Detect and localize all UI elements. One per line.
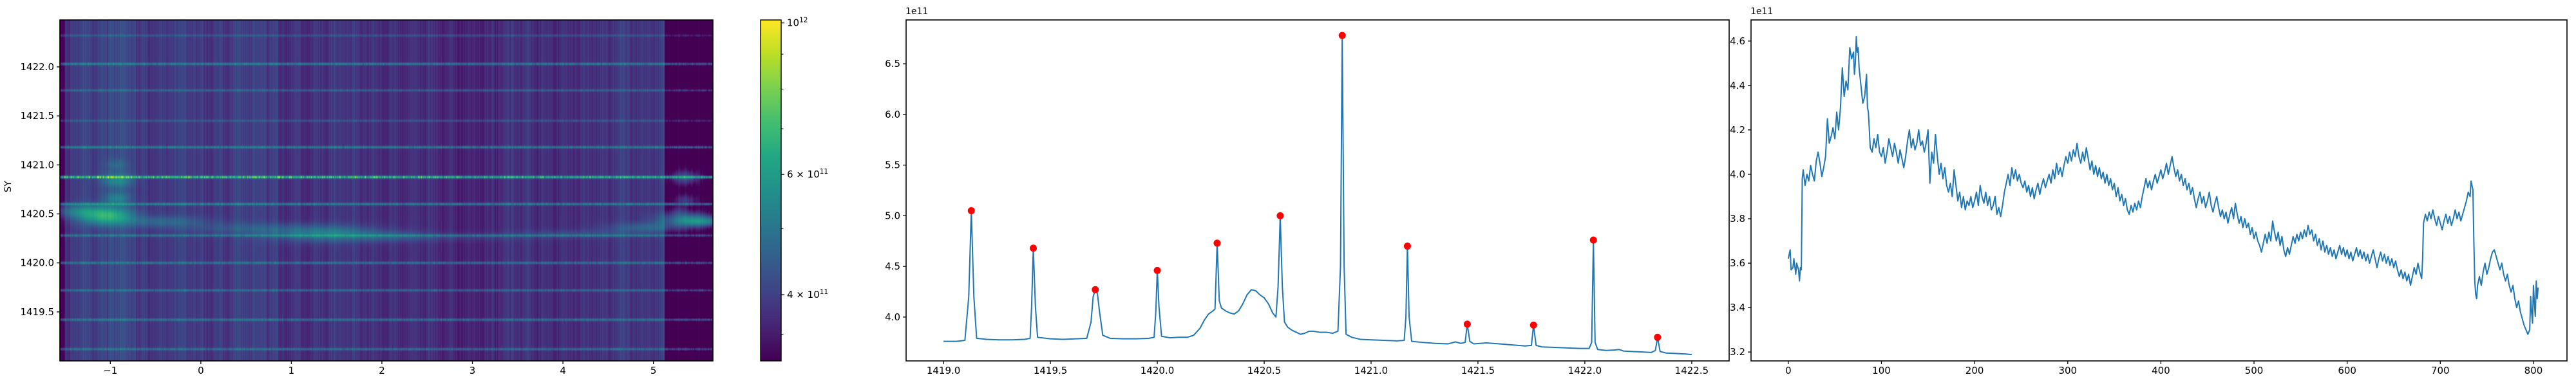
y-tick-label: 1421.5	[21, 110, 55, 122]
x-tick-label: −1	[103, 365, 117, 376]
y-tick-label: 4.6	[1730, 35, 1745, 47]
spectrum-offset-label: 1e11	[905, 6, 929, 17]
x-tick-label: 300	[2058, 365, 2077, 376]
colorbar-tick-exponent: 11	[820, 168, 828, 176]
x-tick-label: 100	[1872, 365, 1891, 376]
peak-marker	[1092, 286, 1099, 293]
y-tick-label: 1421.0	[21, 159, 55, 170]
colorbar-tick-label: 1012	[787, 17, 808, 29]
x-tick-label: 5	[650, 365, 657, 376]
peak-marker	[1403, 243, 1411, 250]
peak-marker	[1213, 239, 1221, 247]
y-tick-label: 6.5	[885, 58, 900, 69]
y-tick-label: 3.4	[1730, 302, 1745, 313]
y-tick-label: 3.2	[1730, 346, 1745, 358]
axes-spine	[905, 19, 1730, 362]
x-tick-label: 1419.5	[1034, 365, 1068, 376]
colorbar-tick-label: 6 × 1011	[787, 168, 828, 180]
x-tick-label: 3	[469, 365, 476, 376]
x-tick-label: 2	[379, 365, 385, 376]
y-tick-label: 4.5	[885, 261, 900, 272]
x-tick-label: 1422.5	[1675, 365, 1709, 376]
x-tick-label: 400	[2152, 365, 2170, 376]
heatmap-image	[60, 20, 713, 361]
x-tick-label: 1421.5	[1461, 365, 1495, 376]
x-tick-label: 4	[560, 365, 566, 376]
timeseries-line	[1787, 35, 2539, 335]
x-tick-label: 0	[198, 365, 204, 376]
y-tick-label: 1420.5	[21, 208, 55, 219]
y-tick-label: 1422.0	[21, 61, 55, 73]
peak-marker	[1589, 236, 1597, 244]
y-tick-label: 3.6	[1730, 257, 1745, 269]
x-tick-label: 200	[1965, 365, 1984, 376]
peak-marker	[967, 207, 975, 214]
y-tick-label: 4.0	[1730, 169, 1745, 180]
x-tick-label: 1	[289, 365, 295, 376]
y-tick-label: 5.0	[885, 210, 900, 221]
heatmap-y-axis-label: SY	[3, 180, 14, 193]
colorbar-tick-label: 4 × 1011	[787, 288, 828, 300]
peak-marker	[1530, 321, 1537, 329]
x-tick-label: 800	[2524, 365, 2543, 376]
peak-marker	[1463, 320, 1471, 328]
x-tick-label: 500	[2245, 365, 2264, 376]
y-tick-label: 3.8	[1730, 213, 1745, 225]
y-tick-label: 4.0	[885, 311, 900, 323]
y-tick-label: 4.2	[1730, 124, 1745, 136]
peak-marker	[1030, 244, 1037, 252]
peak-marker	[1276, 212, 1284, 219]
colorbar-tick-exponent: 12	[799, 17, 808, 24]
x-tick-label: 1420.5	[1247, 365, 1282, 376]
spectrum-line	[943, 35, 1692, 356]
peak-marker	[1654, 333, 1662, 341]
y-tick-label: 1420.0	[21, 257, 55, 269]
x-tick-label: 600	[2338, 365, 2356, 376]
colorbar-gradient	[761, 20, 781, 361]
y-tick-label: 4.4	[1730, 80, 1745, 91]
y-tick-label: 1419.5	[21, 306, 55, 318]
colorbar-tick-exponent: 11	[820, 288, 828, 296]
x-tick-label: 700	[2431, 365, 2450, 376]
y-tick-label: 6.0	[885, 109, 900, 120]
x-tick-label: 1422.0	[1568, 365, 1602, 376]
peak-marker	[1338, 32, 1346, 39]
x-tick-label: 1419.0	[927, 365, 961, 376]
axes-spine	[1750, 19, 2568, 362]
x-tick-label: 1421.0	[1354, 365, 1388, 376]
x-tick-label: 1420.0	[1141, 365, 1175, 376]
x-tick-label: 0	[1785, 365, 1792, 376]
y-tick-label: 5.5	[885, 160, 900, 171]
peak-marker	[1153, 266, 1161, 274]
timeseries-offset-label: 1e11	[1750, 6, 1774, 17]
